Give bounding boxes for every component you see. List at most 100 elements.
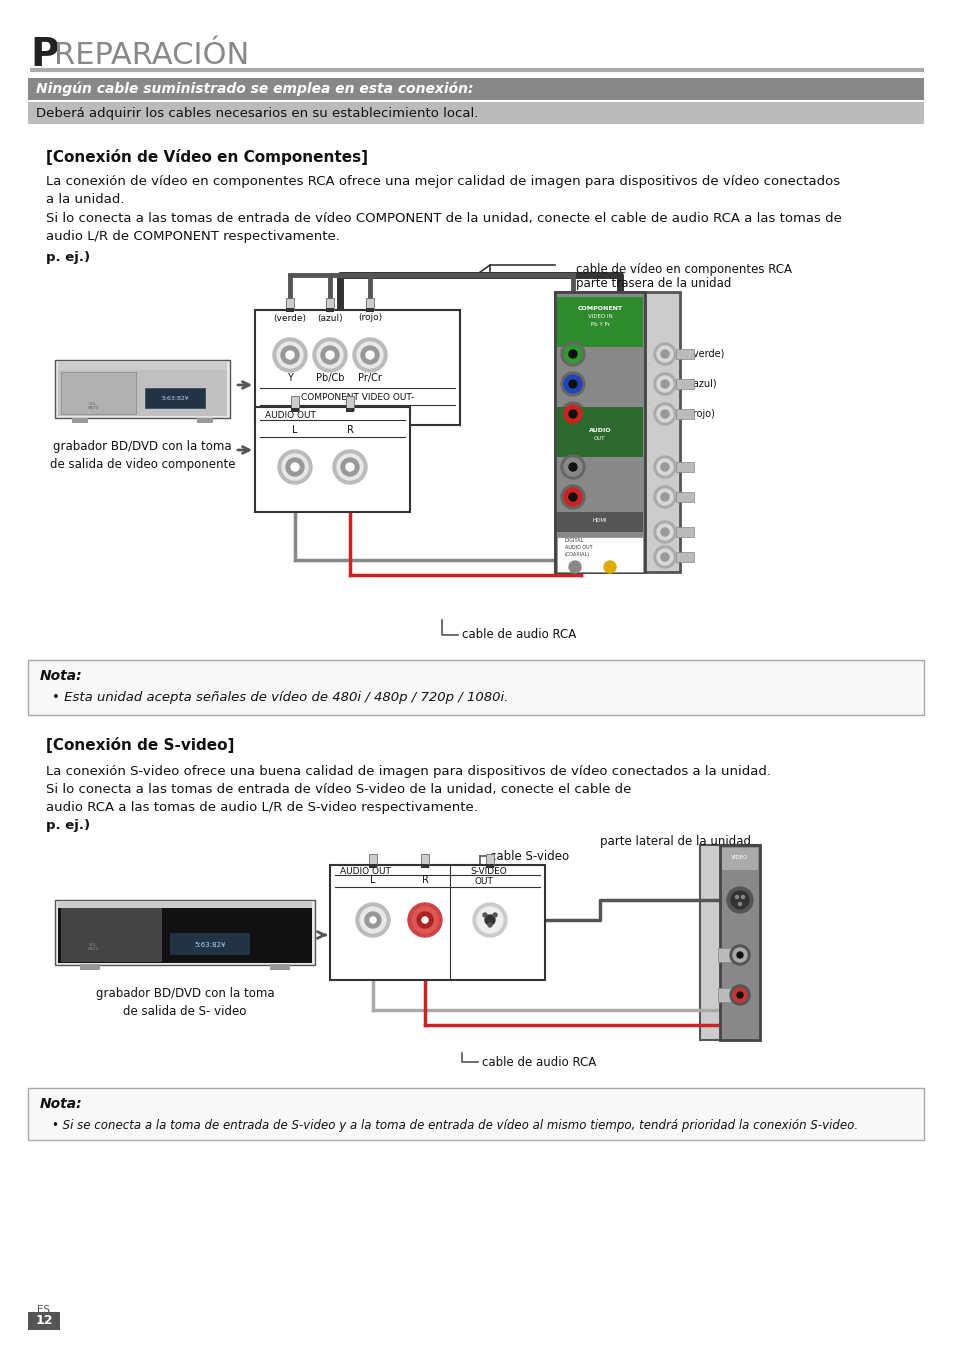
Text: COMPONENT: COMPONENT bbox=[577, 306, 622, 311]
FancyBboxPatch shape bbox=[676, 379, 693, 390]
Circle shape bbox=[560, 372, 584, 396]
FancyBboxPatch shape bbox=[485, 864, 494, 868]
FancyBboxPatch shape bbox=[420, 855, 429, 865]
FancyBboxPatch shape bbox=[676, 408, 693, 419]
FancyBboxPatch shape bbox=[58, 363, 227, 369]
Text: Pb/Cb: Pb/Cb bbox=[315, 373, 344, 383]
Circle shape bbox=[493, 913, 497, 917]
Text: [Conexión de Vídeo en Componentes]: [Conexión de Vídeo en Componentes] bbox=[46, 150, 368, 164]
Circle shape bbox=[560, 485, 584, 510]
Text: OUT: OUT bbox=[594, 435, 605, 441]
Circle shape bbox=[412, 907, 437, 933]
Circle shape bbox=[737, 952, 742, 958]
FancyBboxPatch shape bbox=[55, 360, 230, 418]
FancyBboxPatch shape bbox=[330, 865, 544, 980]
Circle shape bbox=[346, 462, 354, 470]
Text: L: L bbox=[370, 875, 375, 886]
Circle shape bbox=[359, 907, 386, 933]
Circle shape bbox=[568, 380, 577, 388]
Circle shape bbox=[326, 350, 334, 359]
Text: parte trasera de la unidad: parte trasera de la unidad bbox=[576, 278, 731, 291]
Text: p. ej.): p. ej.) bbox=[46, 820, 90, 833]
Circle shape bbox=[654, 373, 676, 395]
Circle shape bbox=[735, 895, 738, 899]
Text: (COAXIAL): (COAXIAL) bbox=[564, 551, 590, 557]
Text: grabador BD/DVD con la toma
de salida de S- video: grabador BD/DVD con la toma de salida de… bbox=[95, 987, 274, 1018]
Circle shape bbox=[740, 895, 743, 899]
FancyBboxPatch shape bbox=[254, 407, 410, 512]
Text: grabador BD/DVD con la toma
de salida de video componente: grabador BD/DVD con la toma de salida de… bbox=[50, 439, 235, 470]
Text: Pb Y Pr: Pb Y Pr bbox=[590, 322, 609, 328]
Circle shape bbox=[560, 342, 584, 367]
Circle shape bbox=[421, 917, 428, 923]
FancyBboxPatch shape bbox=[254, 310, 459, 425]
FancyBboxPatch shape bbox=[676, 462, 693, 472]
Text: 5:63:82¥: 5:63:82¥ bbox=[194, 942, 226, 948]
FancyBboxPatch shape bbox=[291, 396, 298, 410]
Text: R: R bbox=[421, 875, 428, 886]
FancyBboxPatch shape bbox=[557, 537, 642, 572]
Circle shape bbox=[732, 948, 746, 962]
Circle shape bbox=[273, 338, 307, 372]
FancyBboxPatch shape bbox=[718, 948, 731, 962]
Circle shape bbox=[560, 456, 584, 479]
Circle shape bbox=[276, 342, 303, 368]
Text: Nota:: Nota: bbox=[40, 669, 83, 683]
Circle shape bbox=[660, 493, 668, 501]
Text: Y: Y bbox=[287, 373, 293, 383]
Circle shape bbox=[482, 913, 486, 917]
Text: (rojo): (rojo) bbox=[688, 408, 714, 419]
FancyBboxPatch shape bbox=[28, 78, 923, 100]
FancyBboxPatch shape bbox=[270, 964, 290, 971]
FancyBboxPatch shape bbox=[28, 1312, 60, 1330]
Text: AUDIO: AUDIO bbox=[588, 429, 611, 433]
FancyBboxPatch shape bbox=[80, 964, 100, 971]
Circle shape bbox=[660, 553, 668, 561]
Text: R: R bbox=[346, 425, 353, 435]
FancyBboxPatch shape bbox=[555, 293, 679, 572]
Circle shape bbox=[320, 346, 338, 364]
FancyBboxPatch shape bbox=[58, 909, 312, 962]
Circle shape bbox=[657, 549, 672, 565]
Circle shape bbox=[356, 342, 382, 368]
Text: REPARACIÓN: REPARACIÓN bbox=[54, 40, 249, 70]
Circle shape bbox=[355, 903, 390, 937]
Circle shape bbox=[563, 458, 581, 476]
Circle shape bbox=[416, 913, 433, 927]
FancyBboxPatch shape bbox=[326, 298, 334, 310]
Circle shape bbox=[726, 887, 752, 913]
Circle shape bbox=[340, 458, 358, 476]
Text: (rojo): (rojo) bbox=[357, 314, 381, 322]
Circle shape bbox=[657, 489, 672, 506]
Text: S-VIDEO: S-VIDEO bbox=[470, 867, 506, 875]
Circle shape bbox=[603, 561, 616, 573]
Text: COMPONENT VIDEO OUT-: COMPONENT VIDEO OUT- bbox=[300, 394, 414, 403]
Circle shape bbox=[291, 462, 298, 470]
FancyBboxPatch shape bbox=[61, 372, 136, 414]
Circle shape bbox=[286, 458, 304, 476]
FancyBboxPatch shape bbox=[28, 102, 923, 124]
Text: AUDIO OUT: AUDIO OUT bbox=[564, 545, 592, 550]
Circle shape bbox=[730, 891, 748, 909]
Text: VOL
MUTE: VOL MUTE bbox=[87, 402, 99, 410]
FancyBboxPatch shape bbox=[557, 297, 642, 346]
Text: (azul): (azul) bbox=[316, 314, 342, 322]
Circle shape bbox=[473, 903, 506, 937]
FancyBboxPatch shape bbox=[676, 551, 693, 562]
Text: L: L bbox=[292, 425, 297, 435]
FancyBboxPatch shape bbox=[718, 988, 731, 1002]
Circle shape bbox=[316, 342, 343, 368]
Circle shape bbox=[286, 350, 294, 359]
Text: (verde): (verde) bbox=[274, 314, 306, 322]
FancyBboxPatch shape bbox=[286, 298, 294, 310]
Text: Nota:: Nota: bbox=[40, 1097, 83, 1111]
Circle shape bbox=[484, 915, 495, 925]
Text: Si lo conecta a las tomas de entrada de vídeo S-video de la unidad, conecte el c: Si lo conecta a las tomas de entrada de … bbox=[46, 783, 631, 814]
FancyBboxPatch shape bbox=[170, 933, 250, 954]
Circle shape bbox=[654, 403, 676, 425]
Text: Deberá adquirir los cables necesarios en su establecimiento local.: Deberá adquirir los cables necesarios en… bbox=[36, 106, 477, 120]
Text: cable de vídeo en componentes RCA: cable de vídeo en componentes RCA bbox=[576, 263, 791, 276]
FancyBboxPatch shape bbox=[420, 864, 429, 868]
Text: VIDEO: VIDEO bbox=[731, 855, 748, 860]
FancyBboxPatch shape bbox=[28, 1088, 923, 1140]
